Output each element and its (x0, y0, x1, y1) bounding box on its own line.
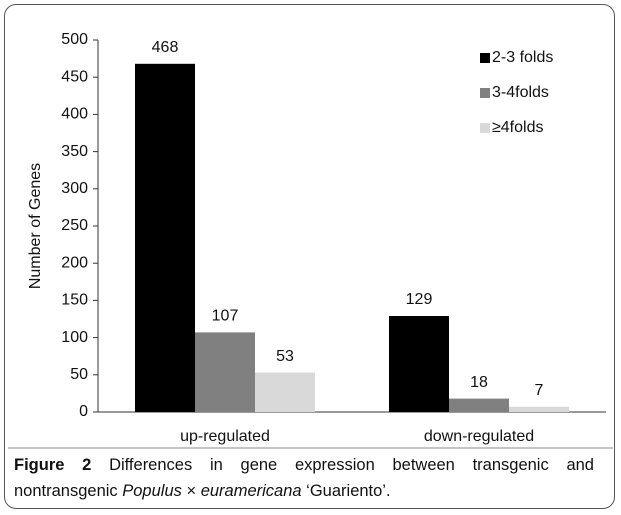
caption-segment: × (181, 482, 201, 500)
caption-text: Differences in gene expression between t… (14, 456, 594, 500)
y-tick-label: 150 (61, 292, 88, 309)
bar (135, 63, 195, 413)
value-label: 107 (212, 308, 239, 325)
caption-segment: Differences in gene expression between t… (14, 456, 594, 500)
legend-label: 3-4folds (492, 84, 549, 101)
value-label: 468 (152, 39, 179, 56)
y-tick-label: 50 (70, 366, 88, 383)
y-tick-label: 200 (61, 254, 88, 271)
bar (509, 406, 569, 412)
legend-swatch (480, 53, 490, 63)
value-label: 53 (276, 348, 294, 365)
y-tick-label: 300 (61, 180, 88, 197)
bar (449, 398, 509, 412)
caption: Figure 2 Differences in gene expression … (14, 452, 594, 504)
caption-label: Figure 2 (14, 456, 92, 474)
legend-label: 2-3 folds (492, 49, 553, 66)
figure-frame (4, 4, 615, 509)
value-label: 129 (406, 291, 433, 308)
caption-segment: euramericana (200, 482, 302, 500)
y-axis-label: Number of Genes (27, 163, 44, 289)
y-tick-label: 450 (61, 68, 88, 85)
y-tick-label: 0 (79, 403, 88, 420)
value-label: 7 (535, 382, 544, 399)
y-tick-label: 100 (61, 329, 88, 346)
x-tick-label: down-regulated (424, 428, 534, 445)
caption-segment: Populus (122, 482, 182, 500)
x-tick-label: up-regulated (180, 428, 270, 445)
y-tick-label: 250 (61, 217, 88, 234)
y-tick-label: 400 (61, 106, 88, 123)
y-tick-label: 350 (61, 143, 88, 160)
legend-label: ≥4folds (492, 119, 543, 136)
caption-segment: ‘Guariento’. (301, 482, 391, 500)
value-label: 18 (470, 374, 488, 391)
y-tick-label: 500 (61, 31, 88, 48)
legend-swatch (480, 123, 490, 133)
bar (255, 372, 315, 412)
legend-swatch (480, 88, 490, 98)
bar (195, 332, 255, 412)
bar (389, 316, 449, 412)
